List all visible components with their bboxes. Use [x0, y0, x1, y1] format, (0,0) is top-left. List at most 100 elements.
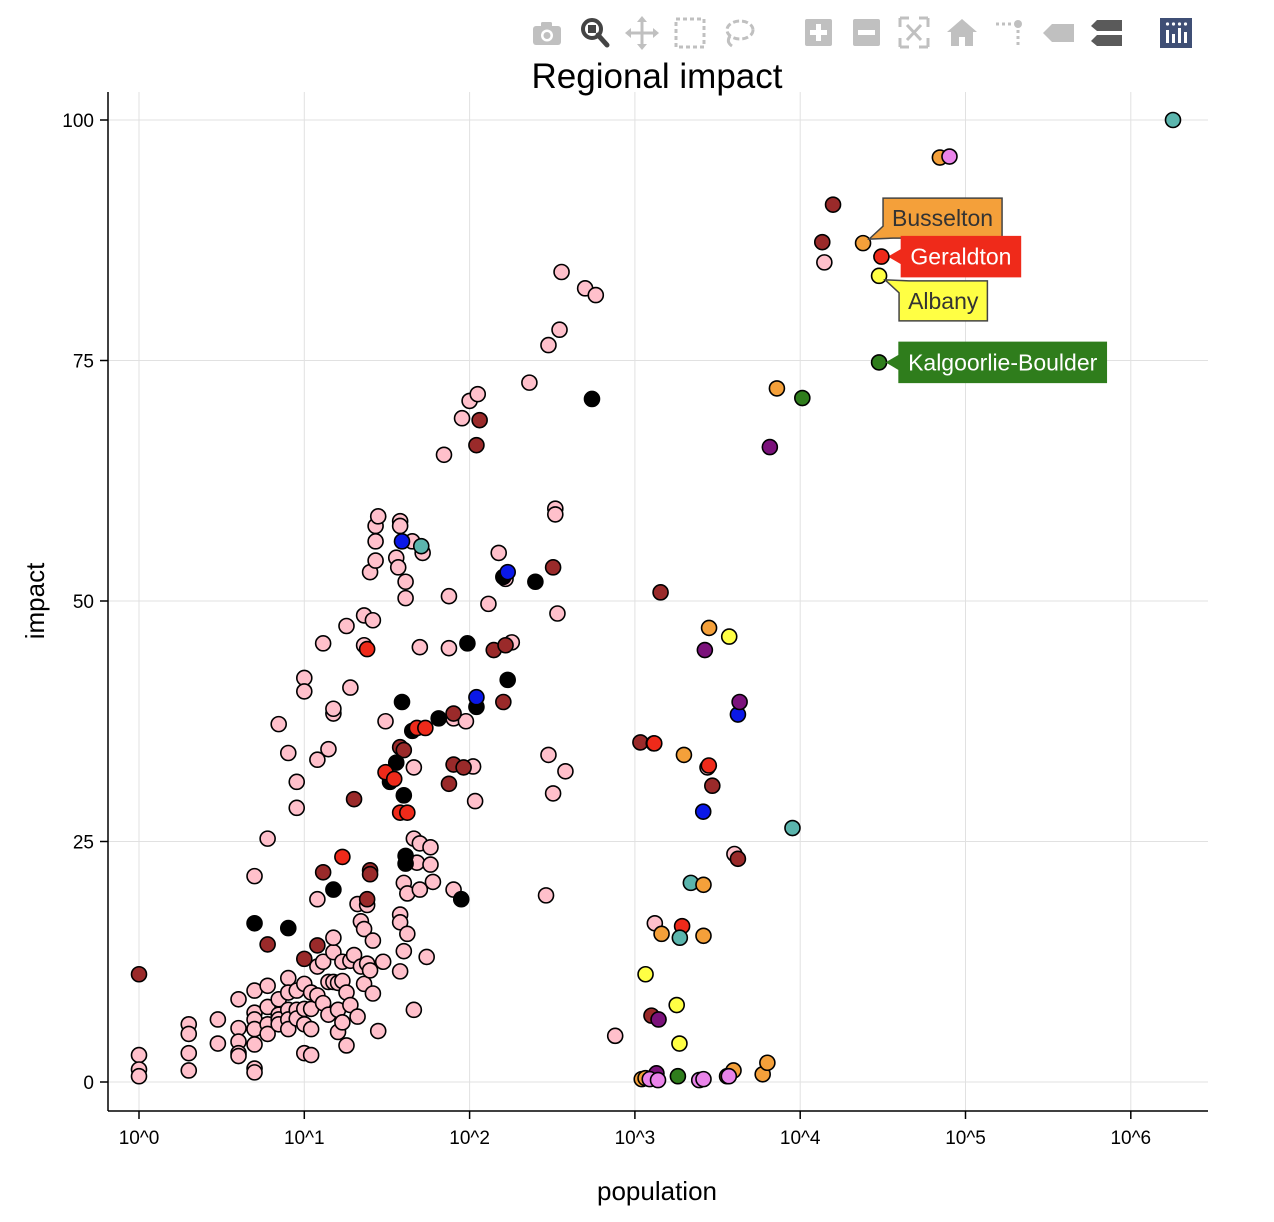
data-point-pink[interactable]	[364, 611, 382, 629]
data-point-pink[interactable]	[338, 617, 355, 635]
data-point-blue[interactable]	[393, 533, 411, 550]
data-point-pink[interactable]	[490, 544, 508, 562]
data-point-pink[interactable]	[180, 1044, 198, 1062]
data-point-brown[interactable]	[440, 775, 458, 793]
data-point-black[interactable]	[246, 914, 263, 932]
data-point-black[interactable]	[459, 635, 476, 652]
data-point-pink[interactable]	[816, 254, 833, 271]
data-point-pink[interactable]	[544, 785, 562, 802]
data-point-pink[interactable]	[440, 587, 458, 605]
plotly-logo-button[interactable]	[1158, 14, 1194, 52]
data-point-pink[interactable]	[259, 977, 276, 995]
data-point-red[interactable]	[645, 735, 663, 752]
data-point-pink[interactable]	[422, 838, 439, 856]
lasso-select-button[interactable]	[720, 14, 756, 52]
data-point-black[interactable]	[395, 787, 413, 804]
data-point-brown[interactable]	[704, 777, 721, 795]
data-point-pink[interactable]	[130, 1067, 148, 1085]
data-point-pink[interactable]	[309, 890, 326, 908]
data-point-pink[interactable]	[405, 759, 423, 776]
data-point-purple[interactable]	[650, 1011, 667, 1028]
data-point-pink[interactable]	[314, 953, 332, 971]
data-point-pink[interactable]	[302, 1046, 320, 1064]
data-point-green[interactable]	[669, 1067, 687, 1085]
data-point-pink[interactable]	[246, 1036, 263, 1053]
data-point-blue[interactable]	[468, 688, 485, 706]
data-point-orange[interactable]	[854, 234, 872, 252]
data-point-violet[interactable]	[941, 148, 958, 165]
data-point-pink[interactable]	[320, 740, 337, 758]
data-point-violet[interactable]	[695, 1070, 712, 1088]
data-point-yellow[interactable]	[870, 267, 888, 285]
data-point-brown[interactable]	[468, 436, 485, 454]
data-point-pink[interactable]	[453, 409, 471, 427]
data-point-black[interactable]	[452, 890, 470, 908]
data-point-pink[interactable]	[469, 385, 487, 403]
data-point-yellow[interactable]	[671, 1035, 688, 1052]
data-point-brown[interactable]	[309, 937, 326, 954]
data-point-pink[interactable]	[355, 920, 373, 938]
data-point-black[interactable]	[583, 390, 601, 408]
pan-button[interactable]	[624, 14, 660, 52]
data-point-pink[interactable]	[367, 533, 384, 550]
data-point-blue[interactable]	[499, 563, 516, 581]
data-point-black[interactable]	[325, 881, 342, 898]
data-point-pink[interactable]	[411, 881, 429, 898]
data-point-pink[interactable]	[480, 595, 497, 613]
data-point-brown[interactable]	[455, 759, 472, 776]
data-point-pink[interactable]	[391, 517, 409, 535]
data-point-brown[interactable]	[445, 705, 462, 722]
data-point-orange[interactable]	[675, 746, 693, 764]
data-point-pink[interactable]	[397, 589, 414, 607]
data-point-red[interactable]	[358, 640, 376, 658]
data-point-green[interactable]	[870, 354, 888, 371]
data-point-pink[interactable]	[549, 605, 566, 622]
data-point-pink[interactable]	[342, 679, 359, 696]
data-point-purple[interactable]	[731, 693, 748, 711]
zoom-out-button[interactable]	[848, 14, 884, 52]
data-point-pink[interactable]	[440, 639, 458, 657]
data-point-brown[interactable]	[824, 196, 842, 213]
camera-button[interactable]	[528, 14, 564, 52]
data-point-brown[interactable]	[295, 950, 313, 968]
data-point-red[interactable]	[417, 719, 434, 737]
data-point-red[interactable]	[399, 804, 416, 821]
data-point-pink[interactable]	[369, 1022, 387, 1040]
data-point-teal[interactable]	[671, 929, 689, 947]
data-point-brown[interactable]	[471, 411, 488, 429]
data-point-brown[interactable]	[652, 584, 669, 601]
zoom-in-button[interactable]	[800, 14, 836, 52]
data-point-pink[interactable]	[457, 712, 475, 730]
data-point-pink[interactable]	[246, 1064, 263, 1081]
hover-closest-button[interactable]	[1040, 14, 1076, 52]
data-point-pink[interactable]	[395, 942, 413, 960]
data-point-orange[interactable]	[695, 876, 712, 894]
data-point-pink[interactable]	[391, 963, 409, 980]
data-point-pink[interactable]	[246, 867, 263, 885]
data-point-brown[interactable]	[358, 890, 376, 908]
data-point-brown[interactable]	[130, 965, 148, 983]
data-point-pink[interactable]	[606, 1027, 624, 1045]
data-point-black[interactable]	[397, 855, 414, 872]
data-point-brown[interactable]	[361, 865, 379, 883]
data-point-pink[interactable]	[547, 506, 564, 523]
data-point-pink[interactable]	[325, 700, 342, 718]
data-point-brown[interactable]	[495, 693, 512, 711]
data-point-black[interactable]	[387, 754, 405, 771]
data-point-teal[interactable]	[784, 819, 801, 837]
data-point-pink[interactable]	[377, 712, 394, 730]
hover-compare-button[interactable]	[1088, 14, 1124, 52]
data-point-orange[interactable]	[768, 380, 786, 397]
data-point-brown[interactable]	[729, 850, 747, 868]
data-point-pink[interactable]	[466, 792, 484, 810]
data-point-pink[interactable]	[259, 998, 276, 1016]
data-point-pink[interactable]	[314, 635, 332, 652]
data-point-pink[interactable]	[374, 953, 392, 971]
data-point-pink[interactable]	[521, 374, 538, 391]
data-point-pink[interactable]	[302, 1020, 320, 1038]
data-point-brown[interactable]	[544, 559, 562, 576]
data-point-red[interactable]	[385, 770, 403, 788]
data-point-pink[interactable]	[424, 873, 442, 891]
data-point-black[interactable]	[430, 710, 447, 727]
data-point-pink[interactable]	[334, 1014, 351, 1031]
